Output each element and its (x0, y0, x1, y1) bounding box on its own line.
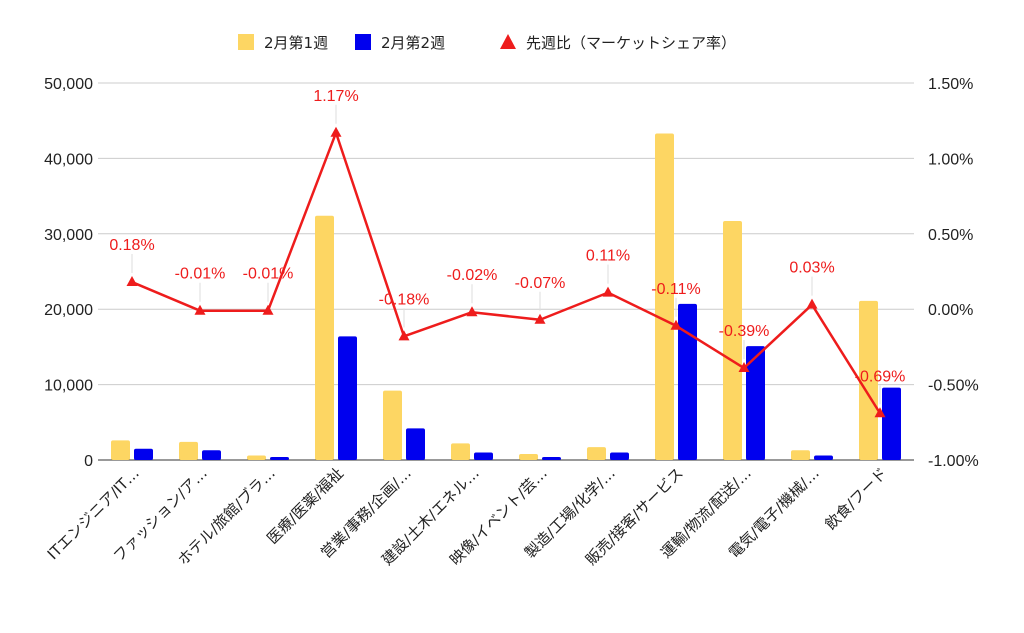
share-change-point (738, 362, 750, 373)
legend-marker-share-change (500, 34, 516, 49)
bar-week2 (882, 387, 901, 460)
bars (111, 133, 901, 460)
share-change-point (262, 304, 274, 315)
right-tick-label: -0.50% (928, 378, 979, 395)
share-change-label: -0.02% (447, 267, 498, 284)
bar-week1 (655, 133, 674, 460)
share-change-label: 0.11% (586, 248, 630, 265)
category-label: 飲食/フード (821, 464, 890, 533)
left-tick-label: 50,000 (44, 76, 93, 93)
legend-label-share-change: 先週比（マーケットシェア率） (526, 34, 736, 52)
category-labels: ITエンジニア/IT…ファッション/ア…ホテル/旅館/ブラ…医療/医薬/福祉営業… (44, 464, 891, 569)
bar-week2 (542, 456, 561, 460)
share-change-point (398, 330, 410, 341)
share-change-label: -0.18% (379, 291, 430, 308)
left-tick-label: 30,000 (44, 227, 93, 244)
bar-week2 (270, 456, 289, 460)
share-change-point (126, 276, 138, 287)
legend: 2月第1週 2月第2週 先週比（マーケットシェア率） (238, 34, 736, 52)
right-tick-label: 0.00% (928, 302, 973, 319)
right-axis-ticks: -1.00% -0.50% 0.00% 0.50% 1.00% 1.50% (928, 76, 979, 470)
left-tick-label: 0 (84, 453, 93, 470)
left-axis-ticks: 0 10,000 20,000 30,000 40,000 50,000 (44, 76, 93, 470)
legend-swatch-week2 (355, 34, 371, 50)
bar-week2 (134, 448, 153, 460)
legend-swatch-week1 (238, 34, 254, 50)
share-change-label: -0.01% (175, 266, 226, 283)
right-tick-label: -1.00% (928, 453, 979, 470)
bar-week2 (814, 455, 833, 460)
bar-week1 (383, 390, 402, 460)
share-change-point (670, 319, 682, 330)
share-change-point (874, 407, 886, 418)
right-tick-label: 1.50% (928, 76, 973, 93)
bar-week2 (202, 450, 221, 460)
share-change-line: 0.18% -0.01% -0.01% 1.17% -0.18% -0.02% -0.07%… (109, 88, 906, 418)
bar-week1 (723, 220, 742, 460)
share-change-point (194, 304, 206, 315)
bar-week1 (179, 441, 198, 460)
share-change-label: 0.03% (789, 260, 834, 277)
share-change-label: -0.11% (651, 281, 701, 298)
gridlines (98, 82, 914, 461)
share-change-point (602, 286, 614, 297)
legend-label-week1: 2月第1週 (264, 34, 328, 52)
share-change-point (534, 313, 546, 324)
bar-week2 (406, 428, 425, 460)
bar-week2 (338, 336, 357, 460)
share-change-label: -0.39% (719, 323, 770, 340)
bar-week1 (587, 447, 606, 460)
share-change-point (330, 126, 342, 137)
bar-week1 (451, 443, 470, 460)
legend-label-week2: 2月第2週 (381, 34, 445, 52)
right-tick-label: 1.00% (928, 151, 973, 168)
share-change-point (806, 298, 818, 309)
right-tick-label: 0.50% (928, 227, 973, 244)
bar-week1 (111, 440, 130, 460)
bar-week1 (519, 453, 538, 460)
bar-week2 (474, 452, 493, 460)
bar-week2 (746, 346, 765, 460)
share-change-polyline (131, 131, 882, 414)
bar-week1 (859, 300, 878, 460)
share-change-label: 1.17% (313, 88, 358, 105)
share-change-point (466, 306, 478, 317)
share-change-label: 0.18% (109, 237, 154, 254)
left-tick-label: 40,000 (44, 151, 93, 168)
left-tick-label: 10,000 (44, 378, 93, 395)
share-change-label: -0.01% (243, 266, 294, 283)
bar-week1 (315, 215, 334, 460)
bar-week2 (610, 452, 629, 460)
bar-week2 (678, 303, 697, 460)
bar-week1 (247, 455, 266, 460)
share-change-label: -0.07% (515, 275, 566, 292)
bar-week1 (791, 450, 810, 460)
left-tick-label: 20,000 (44, 302, 93, 319)
share-change-label: -0.69% (855, 368, 906, 385)
